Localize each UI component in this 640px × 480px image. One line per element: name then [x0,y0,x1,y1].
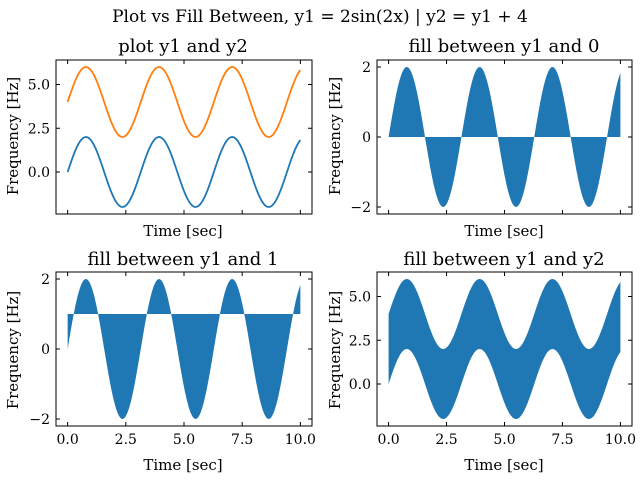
subplot-4-ytick-label: 5.0 [349,290,371,306]
subplot-3-xtick-label: 10.0 [285,432,316,448]
subplot-4-xtick-label: 5.0 [493,432,515,448]
subplot-4-axes-frame [376,271,633,427]
subplot-1-series-1-line [66,136,302,208]
subplot-1-ytick-label: 0.0 [28,165,50,181]
subplot-3-xlabel: Time [sec] [143,456,222,474]
subplot-1-plot-area: 0.0 2.5 5.0 [28,59,313,215]
subplot-3-xtick-label: 5.0 [173,432,195,448]
subplot-3: fill between y1 and 1 0.0 2.5 5.0 7.5 10.0 −2… [4,249,316,474]
subplot-4-xtick-label: 10.0 [605,432,636,448]
subplot-2: fill between y1 and 0 −2 0 2 Time [sec] Fr… [326,36,633,240]
subplot-4-title: fill between y1 and y2 [403,249,604,270]
subplot-4: fill between y1 and y2 0.0 2.5 5.0 7.5 10.00… [326,249,636,474]
figure-suptitle: Plot vs Fill Between, y1 = 2sin(2x) | y2… [112,7,528,27]
subplot-2-fill-area [388,67,621,207]
subplot-3-ytick-label: −2 [29,412,50,428]
subplot-3-ylabel: Frequency [Hz] [4,291,22,410]
subplot-3-title: fill between y1 and 1 [87,249,278,270]
subplot-3-xtick-label: 0.0 [57,432,79,448]
subplot-4-xtick-label: 0.0 [377,432,399,448]
subplot-3-plot-area: 0.0 2.5 5.0 7.5 10.0 −2 0 2 [29,271,316,448]
subplot-1-series-2-line [66,66,302,138]
subplot-3-xtick-label: 7.5 [231,432,253,448]
subplot-2-ytick-label: 2 [362,60,371,76]
subplot-2-ytick-label: 0 [362,130,371,146]
subplot-3-ytick-label: 2 [41,272,50,288]
subplot-3-xtick-label: 2.5 [115,432,137,448]
subplot-4-fill-area [388,279,621,419]
subplot-3-axes-frame [55,271,313,427]
subplot-4-ytick-label: 2.5 [349,333,371,349]
subplot-1-title: plot y1 and y2 [118,36,248,57]
subplot-1-ytick-label: 2.5 [28,121,50,137]
subplot-1-ylabel: Frequency [Hz] [4,77,22,196]
subplot-4-xtick-label: 2.5 [435,432,457,448]
subplot-3-ytick-label: 0 [41,342,50,358]
subplot-1-xlabel: Time [sec] [143,222,222,240]
subplot-2-xlabel: Time [sec] [464,222,543,240]
subplot-2-ytick-label: −2 [350,200,371,216]
subplot-3-fill-area [67,279,301,419]
subplot-1-ytick-label: 5.0 [28,78,50,94]
subplot-4-ytick-label: 0.0 [349,377,371,393]
subplot-4-plot-area: 0.0 2.5 5.0 7.5 10.0 0.0 2.5 5.0 [349,271,636,448]
subplot-1: plot y1 and y2 0.0 2.5 5.0 Time [sec] Freq… [4,36,313,240]
subplot-4-xlabel: Time [sec] [464,456,543,474]
subplot-2-plot-area: −2 0 2 [350,59,633,216]
subplot-4-ylabel: Frequency [Hz] [326,291,344,410]
subplot-1-axes-frame [55,59,313,215]
subplot-2-axes-frame [376,59,633,215]
subplot-4-xtick-label: 7.5 [551,432,573,448]
subplot-2-ylabel: Frequency [Hz] [326,77,344,196]
subplot-2-title: fill between y1 and 0 [408,36,599,57]
